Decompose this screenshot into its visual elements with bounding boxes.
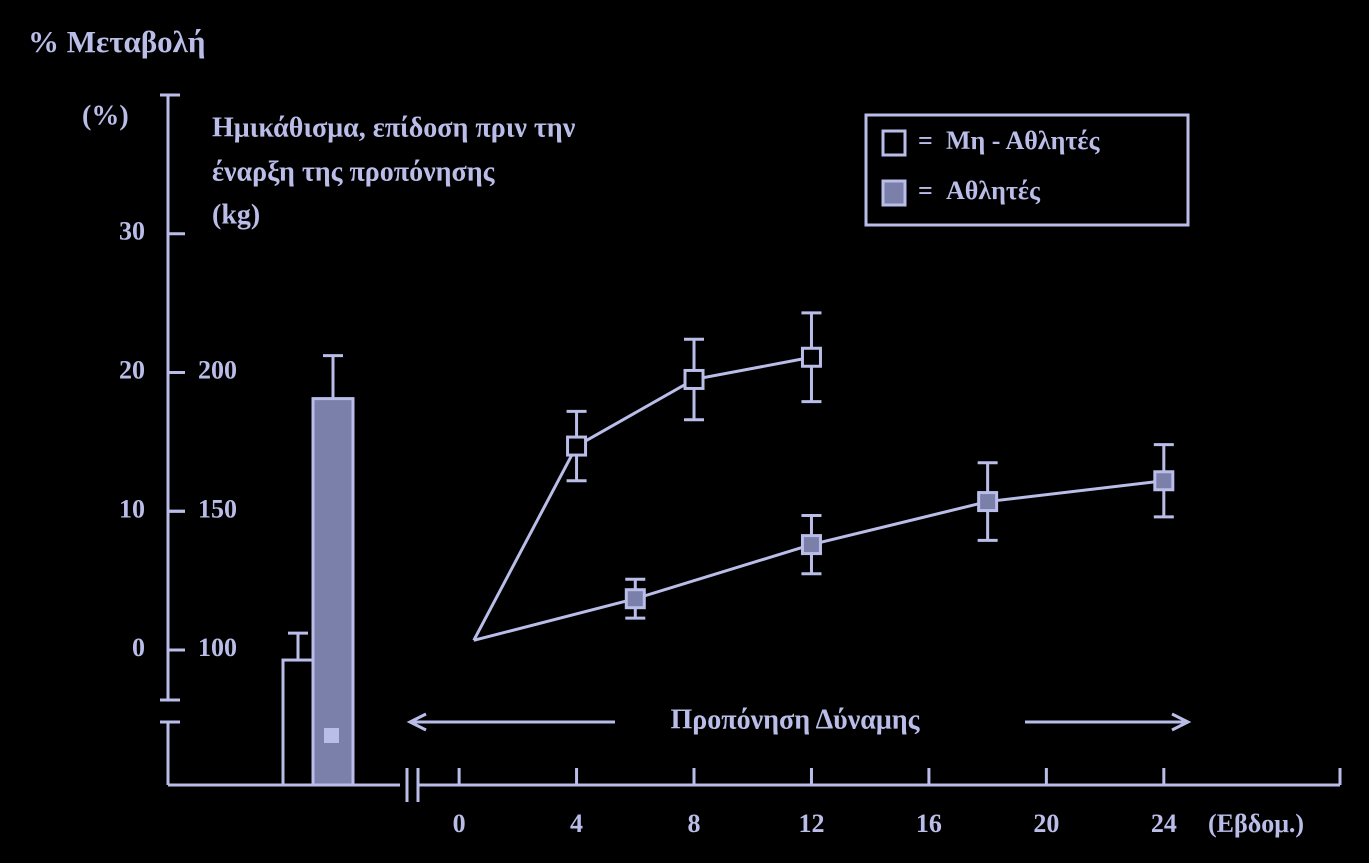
marker xyxy=(800,346,822,368)
marker xyxy=(1153,470,1175,492)
marker xyxy=(683,368,705,390)
period-label: Προπόνηση Δύναμης xyxy=(671,704,921,735)
y2-tick-label: 150 xyxy=(198,494,237,523)
annotation: έναρξη της προπόνησης xyxy=(212,156,496,187)
legend-label: Μη - Αθλητές xyxy=(946,126,1101,155)
marker xyxy=(624,588,646,610)
chart-title: % Μεταβολή xyxy=(28,24,206,59)
x-tick-label: 24 xyxy=(1151,809,1177,838)
legend-box xyxy=(864,113,1190,227)
legend-label: Αθλητές xyxy=(946,176,1041,205)
x-unit-label: (Εβδομ.) xyxy=(1208,809,1304,838)
x-tick-label: 8 xyxy=(688,809,701,838)
legend-swatch xyxy=(881,179,907,207)
marker xyxy=(566,435,588,457)
x-tick-label: 4 xyxy=(570,809,583,838)
y2-tick-label: 200 xyxy=(198,355,237,384)
axes xyxy=(160,93,1342,802)
x-tick-label: 12 xyxy=(798,809,824,838)
y2-tick-label: 100 xyxy=(198,633,237,662)
x-tick-label: 0 xyxy=(453,809,466,838)
annotation: Ημικάθισμα, επίδοση πριν την xyxy=(212,112,576,143)
y-unit-label: (%) xyxy=(82,100,129,131)
marker xyxy=(977,491,999,513)
y-tick-label: 10 xyxy=(119,494,145,523)
annotation: (kg) xyxy=(212,199,260,230)
marker xyxy=(800,534,822,556)
bar-marker xyxy=(291,726,305,740)
line xyxy=(472,355,812,642)
arrow-head xyxy=(406,712,427,732)
bar xyxy=(311,397,355,787)
x-tick-label: 20 xyxy=(1033,809,1059,838)
bar xyxy=(281,658,315,787)
x-tick-label: 16 xyxy=(916,809,942,838)
legend-separator: = xyxy=(918,176,933,205)
legend-separator: = xyxy=(918,126,933,155)
bar-marker xyxy=(324,728,339,743)
y-tick-label: 20 xyxy=(119,355,145,384)
arrow-head xyxy=(1171,712,1192,732)
legend-swatch xyxy=(881,129,907,157)
y-tick-label: 0 xyxy=(132,633,145,662)
y-tick-label: 30 xyxy=(119,217,145,246)
